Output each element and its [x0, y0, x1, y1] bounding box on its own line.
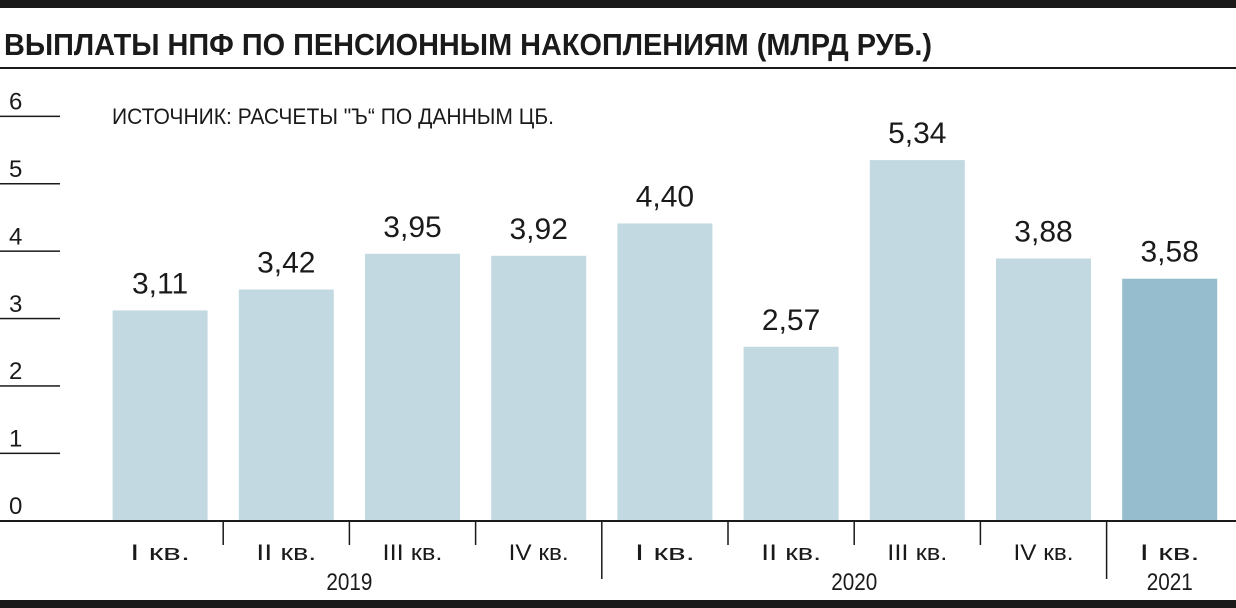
bar [617, 223, 713, 520]
y-tick-line [0, 183, 60, 185]
year-divider [1105, 521, 1108, 579]
y-tick-label: 1 [9, 426, 22, 453]
y-tick-line [0, 115, 60, 118]
x-tick-label: III кв. [383, 540, 443, 565]
bar-value-label: 3,92 [510, 213, 568, 246]
y-tick-line [0, 250, 60, 252]
year-label: 2021 [1147, 569, 1193, 596]
x-tick-label: I кв. [130, 540, 190, 565]
bar-value-label: 3,42 [257, 246, 315, 279]
quarter-divider [474, 521, 477, 545]
quarter-divider [727, 521, 729, 545]
bottom-rule [0, 600, 1236, 608]
y-tick-line [0, 385, 60, 387]
y-tick-label: 0 [9, 493, 22, 520]
y-tick-label: 3 [9, 291, 22, 318]
bar-value-label: 3,58 [1141, 236, 1199, 269]
x-tick-label: II кв. [256, 540, 316, 565]
x-tick-label: I кв. [1140, 540, 1200, 565]
bars: 3,11 3,42 3,95 3,92 4,40 2,57 5,34 3,88 3,58 [112, 117, 1218, 521]
bar [1122, 278, 1218, 520]
year-divider [601, 521, 603, 579]
quarter-divider [979, 521, 982, 545]
year-label: 2020 [831, 569, 877, 596]
quarter-divider [348, 521, 351, 545]
x-axis-line [0, 520, 1236, 522]
x-tick-label: III кв. [887, 540, 947, 565]
y-tick-label: 5 [9, 156, 22, 183]
x-tick-label: II кв. [761, 540, 821, 565]
y-tick-label: 2 [9, 358, 22, 385]
top-rule [0, 0, 1236, 8]
bar-value-label: 3,11 [132, 267, 188, 300]
quarter-divider [853, 521, 855, 545]
year-label: 2019 [326, 569, 372, 596]
bar [112, 310, 208, 520]
x-axis: I кв. II кв. III кв. IV кв. I кв. II кв. III к… [130, 521, 1200, 596]
title-rule [0, 67, 1236, 69]
x-tick-label: IV кв. [1014, 540, 1074, 565]
bar-value-label: 2,57 [762, 304, 820, 337]
bar [365, 253, 460, 520]
y-tick-label: 4 [9, 223, 22, 250]
bar-value-label: 3,95 [383, 211, 441, 244]
bar-value-label: 4,40 [636, 180, 694, 213]
x-tick-label: I кв. [635, 540, 695, 565]
bar [491, 255, 587, 521]
bar [996, 258, 1091, 520]
y-tick-line [0, 452, 60, 455]
bar [869, 160, 965, 521]
bar-value-label: 3,88 [1014, 215, 1072, 248]
y-tick-line [0, 317, 60, 320]
quarter-divider [222, 521, 224, 545]
x-tick-label: IV кв. [509, 540, 569, 565]
y-tick-label: 6 [9, 89, 22, 116]
source-note: ИСТОЧНИК: РАСЧЕТЫ "Ъ“ ПО ДАННЫМ ЦБ. [112, 104, 554, 129]
bar [238, 289, 334, 520]
bar-value-label: 5,34 [888, 117, 946, 150]
y-axis: 0 1 2 3 4 5 6 [0, 89, 60, 520]
chart-title: ВЫПЛАТЫ НПФ ПО ПЕНСИОННЫМ НАКОПЛЕНИЯМ (М… [4, 27, 932, 62]
bar [743, 346, 839, 520]
